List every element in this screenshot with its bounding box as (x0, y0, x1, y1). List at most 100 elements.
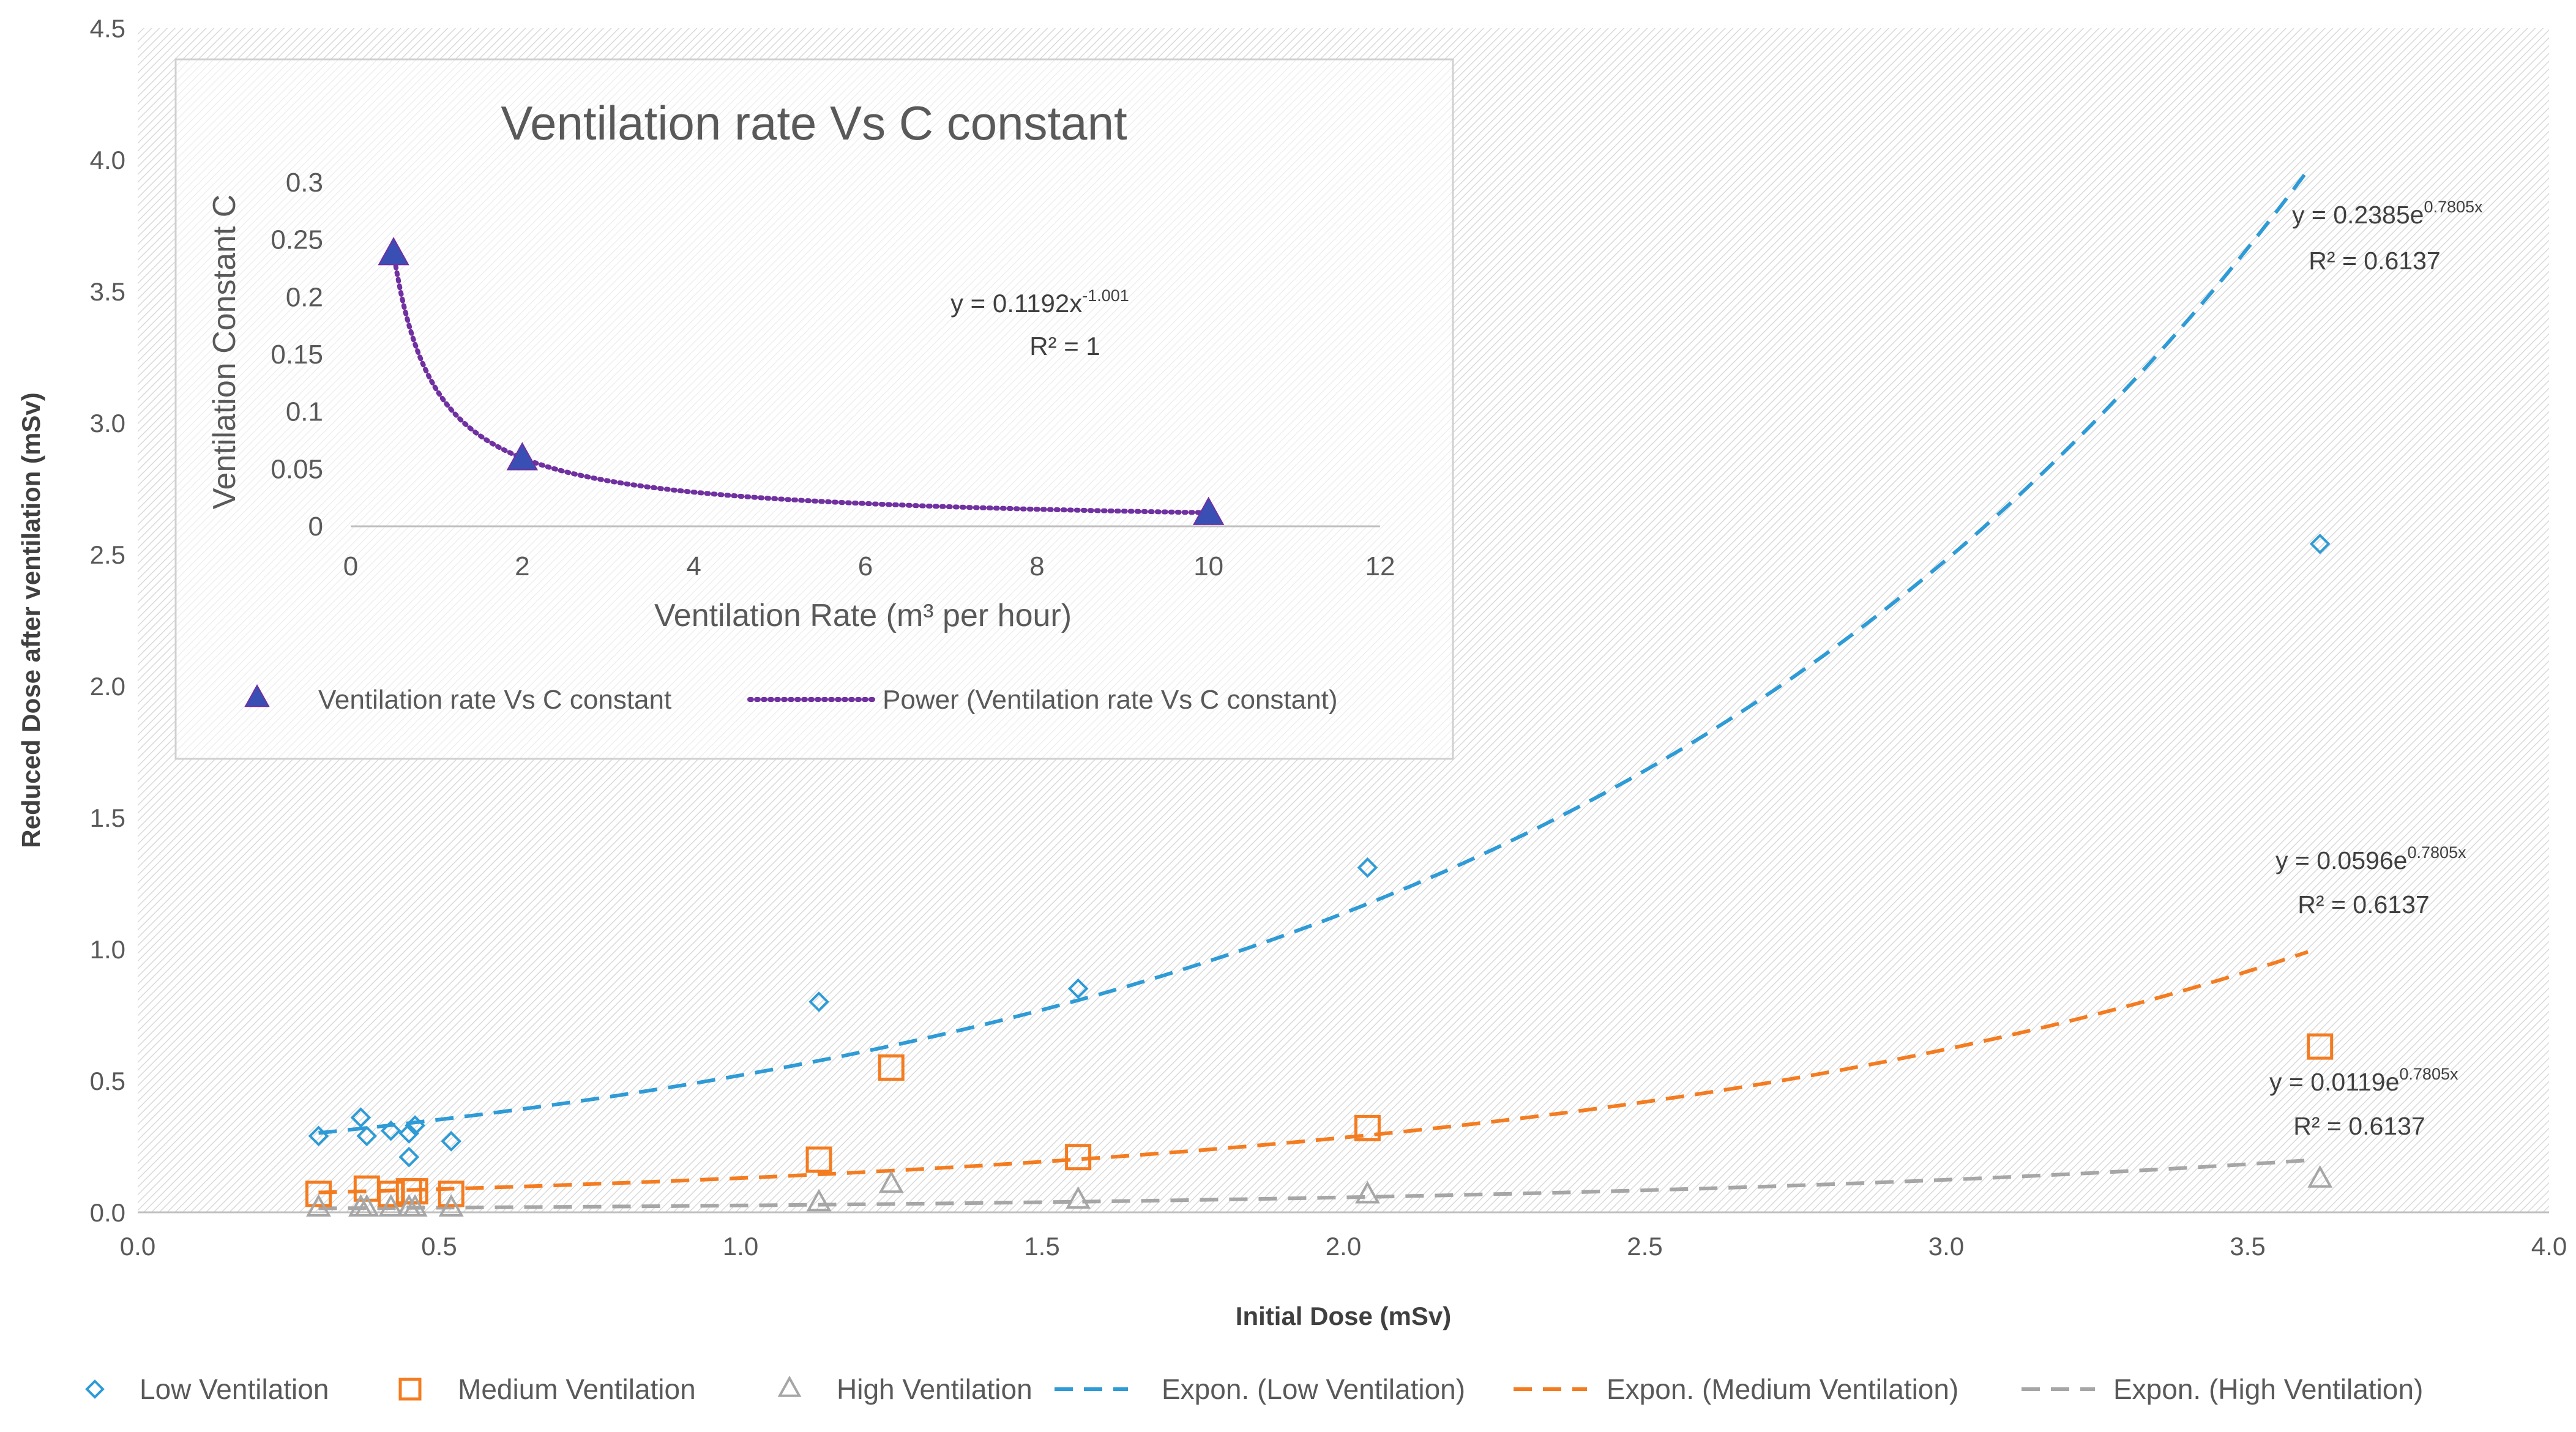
main-chart: 0.0 0.5 1.0 1.5 2.0 2.5 3.0 3.5 4.0 0.0 0.5 1.0 1.5 2… (17, 14, 2567, 1330)
legend-label: Medium Ventilation (458, 1373, 696, 1405)
y-axis-title: Reduced Dose after ventilation (mSv) (17, 392, 45, 848)
x-tick-label: 0.0 (120, 1232, 155, 1261)
triangle-marker-high (806, 1188, 832, 1212)
diamond-marker-low (356, 1125, 378, 1147)
inset-y-tick-label: 0.25 (271, 225, 323, 255)
inset-y-tick-label: 0 (308, 512, 323, 542)
triangle-marker-high (438, 1194, 464, 1217)
equation-base: y = 0.0596e (2275, 846, 2407, 874)
x-axis-title: Initial Dose (mSv) (1236, 1302, 1451, 1330)
equation-base: y = 0.1192x (950, 289, 1082, 318)
square-marker-medium (1354, 1114, 1381, 1141)
square-marker-medium (378, 1180, 405, 1207)
diamond-marker-low (1357, 857, 1378, 878)
x-tick-label: 0.5 (421, 1232, 457, 1261)
y-tick-label: 3.0 (90, 409, 125, 438)
x-tick-label: 4.0 (2531, 1232, 2567, 1261)
trendline-r2-1: R² = 0.6137 (2298, 890, 2429, 919)
inset-y-axis-title: Ventilation Constant C (207, 195, 242, 510)
equation-exponent: 0.7805x (2424, 198, 2483, 216)
y-tick-label: 1.5 (90, 804, 125, 832)
inset-legend-triangle-icon (244, 684, 270, 707)
square-marker-medium (2307, 1033, 2334, 1060)
diamond-marker-low (308, 1125, 329, 1147)
diamond-marker-low (1067, 978, 1089, 999)
y-tick-label: 1.0 (90, 935, 125, 964)
trendline-low (318, 169, 2310, 1135)
x-tick-label: 3.0 (1928, 1232, 1964, 1261)
inset-x-tick-label: 4 (686, 551, 701, 581)
square-marker-medium (438, 1180, 465, 1207)
x-tick-label: 2.5 (1627, 1232, 1662, 1261)
triangle-marker-inset (378, 237, 409, 266)
legend-square-icon (398, 1378, 422, 1401)
triangle-marker-inset (1192, 496, 1225, 525)
inset-frame (174, 58, 1454, 760)
square-marker-medium (401, 1178, 428, 1205)
triangle-marker-high (1355, 1180, 1380, 1204)
inset-legend-label: Power (Ventilation rate Vs C constant) (883, 685, 1337, 715)
y-tick-label: 3.5 (90, 277, 125, 306)
diamond-marker-low (2309, 533, 2331, 554)
equation-exponent: 0.7805x (2399, 1065, 2458, 1083)
legend-diamond-icon (85, 1379, 105, 1399)
legend-label: Expon. (Medium Ventilation) (1607, 1373, 1958, 1405)
x-tick-label: 1.5 (1024, 1232, 1059, 1261)
main-legend: Low Ventilation Medium Ventilation High Ve… (85, 1373, 2423, 1405)
legend-label: Low Ventilation (140, 1373, 329, 1405)
diamond-marker-low (350, 1107, 371, 1128)
trendline-equation-2: y = 0.0119e0.7805x (2269, 1065, 2458, 1096)
triangle-marker-high (306, 1194, 331, 1217)
square-marker-medium (805, 1146, 832, 1173)
square-marker-medium (878, 1054, 905, 1081)
trendline-equation-0: y = 0.2385e0.7805x (2292, 198, 2483, 229)
equation-exponent: -1.001 (1082, 286, 1129, 305)
inset-x-tick-label: 6 (858, 551, 873, 581)
triangle-marker-high (1066, 1186, 1091, 1209)
diamond-marker-low (441, 1131, 462, 1152)
diamond-marker-low (380, 1120, 401, 1141)
trendline-medium (318, 950, 2309, 1195)
legend-label: Expon. (High Ventilation) (2113, 1373, 2423, 1405)
triangle-marker-high (378, 1194, 404, 1217)
legend-label: High Ventilation (837, 1373, 1032, 1405)
triangle-marker-high (878, 1170, 904, 1193)
triangle-marker-inset (506, 442, 539, 471)
inset-title: Ventilation rate Vs C constant (501, 96, 1127, 150)
equation-exponent: 0.7805x (2407, 843, 2466, 862)
x-tick-label: 1.0 (723, 1232, 758, 1261)
y-tick-label: 4.0 (90, 146, 125, 174)
inset-y-tick-label: 0.15 (271, 340, 323, 370)
trendline-r2-2: R² = 0.6137 (2293, 1112, 2425, 1140)
diamond-marker-low (808, 991, 829, 1012)
inset-trendline-equation: y = 0.1192x-1.001 (950, 286, 1129, 318)
diamond-marker-low (398, 1123, 420, 1144)
x-tick-label: 2.0 (1326, 1232, 1361, 1261)
diamond-marker-low (398, 1146, 420, 1168)
inset-x-tick-label: 10 (1193, 551, 1223, 581)
y-tick-label: 2.0 (90, 672, 125, 701)
equation-base: y = 0.2385e (2292, 201, 2424, 229)
power-trendline (391, 250, 1211, 515)
inset-x-tick-label: 2 (515, 551, 529, 581)
y-tick-label: 2.5 (90, 540, 125, 569)
y-tick-label: 4.5 (90, 14, 125, 43)
inset-y-tick-label: 0.05 (271, 454, 323, 484)
inset-y-tick-label: 0.3 (286, 168, 323, 198)
x-tick-label: 3.5 (2230, 1232, 2265, 1261)
triangle-marker-high (402, 1194, 428, 1217)
inset-x-tick-label: 12 (1365, 551, 1395, 581)
inset-chart: Ventilation rate Vs C constant 0 2 4 6 8 10 12 0… (174, 58, 1454, 760)
trendline-r2-0: R² = 0.6137 (2309, 247, 2440, 275)
inset-y-tick-label: 0.1 (286, 397, 323, 427)
y-tick-label: 0.5 (90, 1067, 125, 1095)
inset-legend-label: Ventilation rate Vs C constant (318, 685, 671, 715)
triangle-marker-high (2307, 1165, 2333, 1188)
square-marker-medium (305, 1180, 332, 1207)
inset-trendline-r2: R² = 1 (1029, 332, 1100, 360)
trendline-equation-1: y = 0.0596e0.7805x (2275, 843, 2466, 874)
legend-triangle-icon (777, 1375, 802, 1397)
inset-y-tick-label: 0.2 (286, 282, 323, 312)
